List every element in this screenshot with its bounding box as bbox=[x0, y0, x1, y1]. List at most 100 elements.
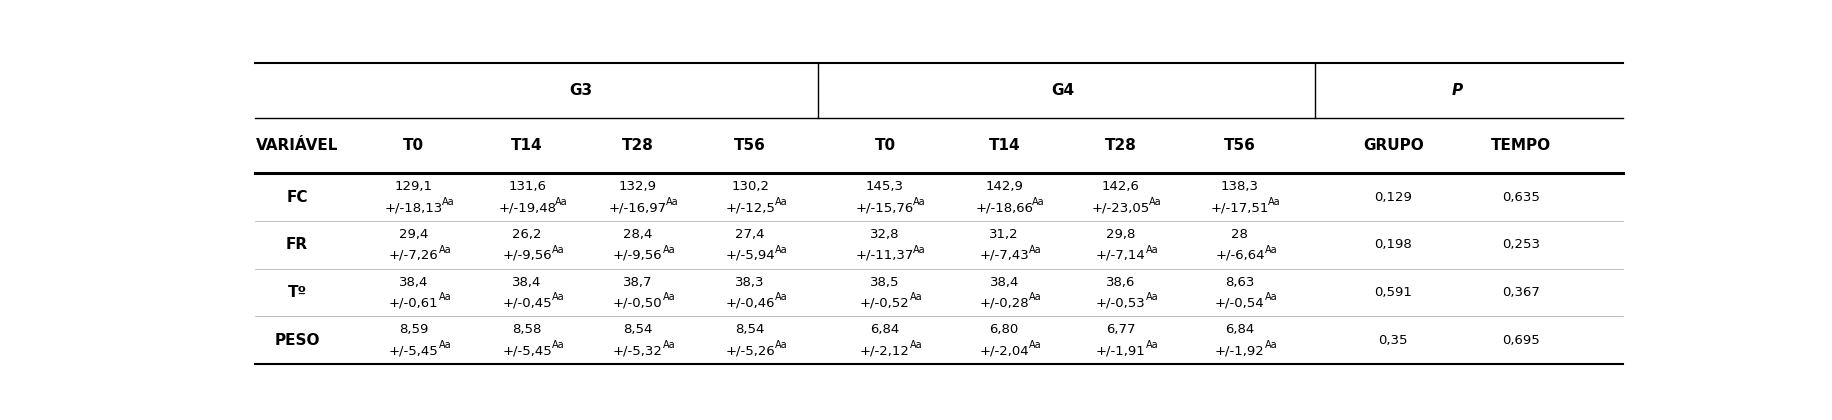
Text: G4: G4 bbox=[1052, 83, 1074, 98]
Text: 6,84: 6,84 bbox=[1226, 323, 1255, 336]
Text: +/-0,45: +/-0,45 bbox=[502, 297, 551, 310]
Text: 38,4: 38,4 bbox=[399, 276, 429, 289]
Text: Aa: Aa bbox=[1030, 244, 1042, 255]
Text: +/-5,45: +/-5,45 bbox=[502, 344, 551, 357]
Text: +/-1,91: +/-1,91 bbox=[1096, 344, 1145, 357]
Text: +/-15,76: +/-15,76 bbox=[856, 201, 914, 214]
Text: T0: T0 bbox=[874, 138, 896, 153]
Text: 29,4: 29,4 bbox=[399, 228, 429, 241]
Text: Aa: Aa bbox=[442, 197, 454, 207]
Text: +/-1,92: +/-1,92 bbox=[1215, 344, 1264, 357]
Text: 132,9: 132,9 bbox=[619, 180, 658, 193]
Text: +/-7,43: +/-7,43 bbox=[980, 249, 1030, 262]
Text: +/-0,28: +/-0,28 bbox=[980, 297, 1030, 310]
Text: 28: 28 bbox=[1231, 228, 1248, 241]
Text: VARIÁVEL: VARIÁVEL bbox=[256, 138, 339, 153]
Text: 38,4: 38,4 bbox=[989, 276, 1019, 289]
Text: Aa: Aa bbox=[438, 340, 451, 350]
Text: +/-6,64: +/-6,64 bbox=[1215, 249, 1264, 262]
Text: Aa: Aa bbox=[775, 197, 788, 207]
Text: Aa: Aa bbox=[663, 340, 676, 350]
Text: Aa: Aa bbox=[1145, 292, 1158, 302]
Text: T14: T14 bbox=[511, 138, 542, 153]
Text: 131,6: 131,6 bbox=[507, 180, 546, 193]
Text: 142,9: 142,9 bbox=[986, 180, 1022, 193]
Text: 8,54: 8,54 bbox=[735, 323, 764, 336]
Text: Aa: Aa bbox=[1030, 292, 1042, 302]
Text: +/-12,5: +/-12,5 bbox=[725, 201, 775, 214]
Text: Aa: Aa bbox=[1145, 340, 1158, 350]
Text: +/-7,14: +/-7,14 bbox=[1096, 249, 1145, 262]
Text: Aa: Aa bbox=[911, 292, 923, 302]
Text: Aa: Aa bbox=[1030, 340, 1042, 350]
Text: 29,8: 29,8 bbox=[1107, 228, 1136, 241]
Text: +/-18,13: +/-18,13 bbox=[385, 201, 443, 214]
Text: 31,2: 31,2 bbox=[989, 228, 1019, 241]
Text: Aa: Aa bbox=[775, 244, 788, 255]
Text: 27,4: 27,4 bbox=[735, 228, 764, 241]
Text: 130,2: 130,2 bbox=[731, 180, 769, 193]
Text: 6,80: 6,80 bbox=[989, 323, 1019, 336]
Text: +/-0,53: +/-0,53 bbox=[1096, 297, 1145, 310]
Text: FC: FC bbox=[286, 190, 308, 205]
Text: +/-5,94: +/-5,94 bbox=[725, 249, 775, 262]
Text: 38,3: 38,3 bbox=[735, 276, 764, 289]
Text: +/-2,12: +/-2,12 bbox=[859, 344, 911, 357]
Text: 28,4: 28,4 bbox=[623, 228, 652, 241]
Text: TEMPO: TEMPO bbox=[1491, 138, 1552, 153]
Text: +/-5,45: +/-5,45 bbox=[388, 344, 438, 357]
Text: +/-0,54: +/-0,54 bbox=[1215, 297, 1264, 310]
Text: P: P bbox=[1451, 83, 1462, 98]
Text: Aa: Aa bbox=[1149, 197, 1161, 207]
Text: Aa: Aa bbox=[667, 197, 678, 207]
Text: Aa: Aa bbox=[663, 292, 676, 302]
Text: +/-0,52: +/-0,52 bbox=[859, 297, 911, 310]
Text: 0,253: 0,253 bbox=[1502, 238, 1541, 251]
Text: 0,198: 0,198 bbox=[1374, 238, 1412, 251]
Text: 38,7: 38,7 bbox=[623, 276, 652, 289]
Text: 129,1: 129,1 bbox=[394, 180, 432, 193]
Text: Tº: Tº bbox=[288, 285, 306, 300]
Text: Aa: Aa bbox=[1266, 292, 1277, 302]
Text: Aa: Aa bbox=[912, 244, 925, 255]
Text: Aa: Aa bbox=[775, 340, 788, 350]
Text: +/-0,61: +/-0,61 bbox=[388, 297, 438, 310]
Text: T56: T56 bbox=[1224, 138, 1255, 153]
Text: +/-19,48: +/-19,48 bbox=[498, 201, 557, 214]
Text: 8,63: 8,63 bbox=[1226, 276, 1255, 289]
Text: +/-0,50: +/-0,50 bbox=[614, 297, 663, 310]
Text: Aa: Aa bbox=[775, 292, 788, 302]
Text: Aa: Aa bbox=[438, 244, 451, 255]
Text: 38,6: 38,6 bbox=[1107, 276, 1136, 289]
Text: GRUPO: GRUPO bbox=[1363, 138, 1423, 153]
Text: 0,367: 0,367 bbox=[1502, 286, 1541, 299]
Text: +/-7,26: +/-7,26 bbox=[388, 249, 438, 262]
Text: Aa: Aa bbox=[1268, 197, 1281, 207]
Text: Aa: Aa bbox=[1266, 340, 1277, 350]
Text: 145,3: 145,3 bbox=[867, 180, 903, 193]
Text: 0,129: 0,129 bbox=[1374, 191, 1412, 204]
Text: +/-16,97: +/-16,97 bbox=[608, 201, 667, 214]
Text: 0,591: 0,591 bbox=[1374, 286, 1412, 299]
Text: Aa: Aa bbox=[551, 244, 564, 255]
Text: 142,6: 142,6 bbox=[1101, 180, 1140, 193]
Text: 32,8: 32,8 bbox=[870, 228, 900, 241]
Text: 26,2: 26,2 bbox=[513, 228, 542, 241]
Text: 0,695: 0,695 bbox=[1502, 334, 1541, 347]
Text: +/-5,26: +/-5,26 bbox=[725, 344, 775, 357]
Text: PESO: PESO bbox=[275, 333, 321, 348]
Text: 8,58: 8,58 bbox=[513, 323, 542, 336]
Text: FR: FR bbox=[286, 237, 308, 252]
Text: 138,3: 138,3 bbox=[1220, 180, 1259, 193]
Text: T56: T56 bbox=[735, 138, 766, 153]
Text: +/-0,46: +/-0,46 bbox=[725, 297, 775, 310]
Text: Aa: Aa bbox=[438, 292, 451, 302]
Text: T28: T28 bbox=[623, 138, 654, 153]
Text: Aa: Aa bbox=[1145, 244, 1158, 255]
Text: 0,35: 0,35 bbox=[1378, 334, 1409, 347]
Text: 38,5: 38,5 bbox=[870, 276, 900, 289]
Text: 0,635: 0,635 bbox=[1502, 191, 1541, 204]
Text: Aa: Aa bbox=[551, 340, 564, 350]
Text: +/-9,56: +/-9,56 bbox=[614, 249, 663, 262]
Text: +/-11,37: +/-11,37 bbox=[856, 249, 914, 262]
